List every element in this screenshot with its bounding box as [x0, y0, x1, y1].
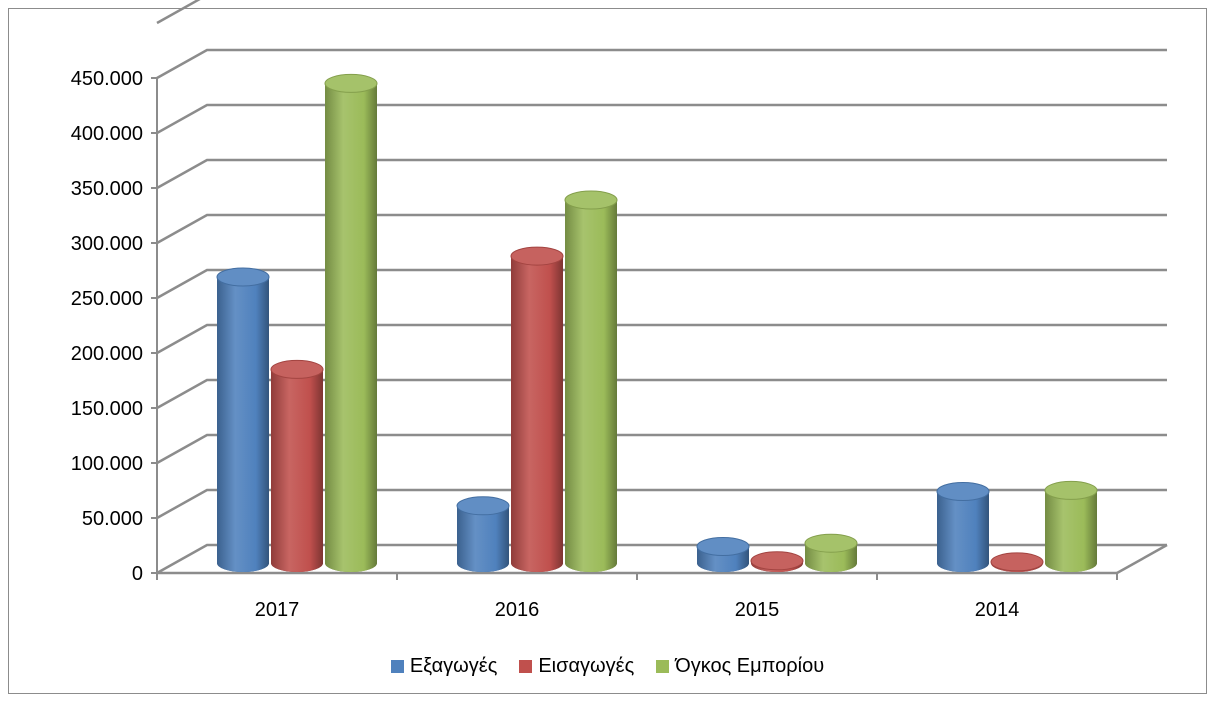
gridline: [156, 488, 1167, 520]
bar-body: [271, 369, 323, 563]
y-tick-label: 0: [132, 563, 143, 585]
x-tick-label: 2015: [735, 599, 780, 621]
legend-label: Εξαγωγές: [409, 655, 498, 677]
bar-body: [217, 277, 269, 563]
bar-body: [511, 256, 563, 563]
bar-body: [325, 83, 377, 564]
bar-top: [324, 73, 378, 93]
floor-edge: [1116, 543, 1168, 575]
y-tick-label: 400.000: [71, 123, 143, 145]
gridline: [156, 323, 1167, 355]
bar-top: [564, 190, 618, 210]
bar-top: [456, 496, 510, 516]
bar-top: [216, 267, 270, 287]
bar: [696, 537, 750, 572]
bar-bottom: [697, 563, 749, 572]
bar-body: [937, 491, 989, 563]
bar-top: [804, 533, 858, 553]
bar-bottom: [457, 563, 509, 572]
bar: [804, 533, 858, 572]
bar-top: [936, 482, 990, 501]
gridline: [156, 158, 1167, 190]
bar-body: [457, 505, 509, 563]
legend-item: Εξαγωγές: [390, 655, 498, 678]
x-tick-label: 2016: [495, 599, 540, 621]
bar-top: [750, 551, 804, 571]
gridline: [156, 378, 1167, 410]
legend-label: Όγκος Εμπορίου: [675, 655, 825, 677]
y-tick-label: 300.000: [71, 233, 143, 255]
legend-swatch: [519, 660, 533, 673]
legend: Εξαγωγές Εισαγωγές Όγκος Εμπορίου: [0, 655, 1215, 678]
bar-bottom: [325, 563, 377, 572]
y-tick-label: 450.000: [71, 68, 143, 90]
y-tick-label: 50.000: [82, 508, 143, 530]
y-tick-label: 200.000: [71, 343, 143, 365]
bar: [936, 482, 990, 572]
legend-label: Εισαγωγές: [538, 655, 635, 677]
bar: [750, 551, 804, 572]
bar: [216, 267, 270, 572]
legend-item: Εισαγωγές: [519, 655, 634, 678]
bar-bottom: [565, 563, 617, 572]
y-tick-label: 350.000: [71, 178, 143, 200]
bar-bottom: [217, 563, 269, 572]
bar: [270, 359, 324, 572]
bar: [1044, 480, 1098, 572]
bar-top: [510, 246, 564, 266]
bar-bottom: [805, 563, 857, 572]
y-axis-ticks: 0 50.000 100.000 150.000 200.000 250.000 300.0…: [71, 68, 157, 585]
gridline: [156, 48, 1167, 80]
x-tick-label: 2014: [975, 599, 1020, 621]
bar-bottom: [937, 563, 989, 572]
y-tick-label: 250.000: [71, 288, 143, 310]
legend-swatch: [656, 660, 670, 673]
bars: [216, 73, 1098, 572]
bar-body: [565, 200, 617, 563]
bar-bottom: [1045, 563, 1097, 572]
gridline: [156, 213, 1167, 245]
bar-top: [696, 537, 750, 556]
gridline: [156, 0, 201, 25]
bar: [990, 552, 1044, 572]
bar-bottom: [511, 563, 563, 572]
bar-top: [1044, 480, 1098, 500]
legend-swatch: [390, 660, 404, 673]
bar-bottom: [271, 563, 323, 572]
x-tick-label: 2017: [255, 599, 300, 621]
bar: [456, 496, 510, 572]
legend-item: Όγκος Εμπορίου: [656, 655, 824, 678]
bar-top: [270, 359, 324, 379]
bar: [510, 246, 564, 572]
gridline: [156, 433, 1167, 465]
bar: [324, 73, 378, 572]
bar-top: [990, 552, 1044, 572]
x-axis-labels: 2017 2016 2015 2014: [156, 573, 1118, 621]
bar: [564, 190, 618, 572]
y-tick-label: 150.000: [71, 398, 143, 420]
bar-body: [1045, 490, 1097, 563]
y-tick-label: 100.000: [71, 453, 143, 475]
gridline: [156, 268, 1167, 300]
gridline: [156, 103, 1167, 135]
